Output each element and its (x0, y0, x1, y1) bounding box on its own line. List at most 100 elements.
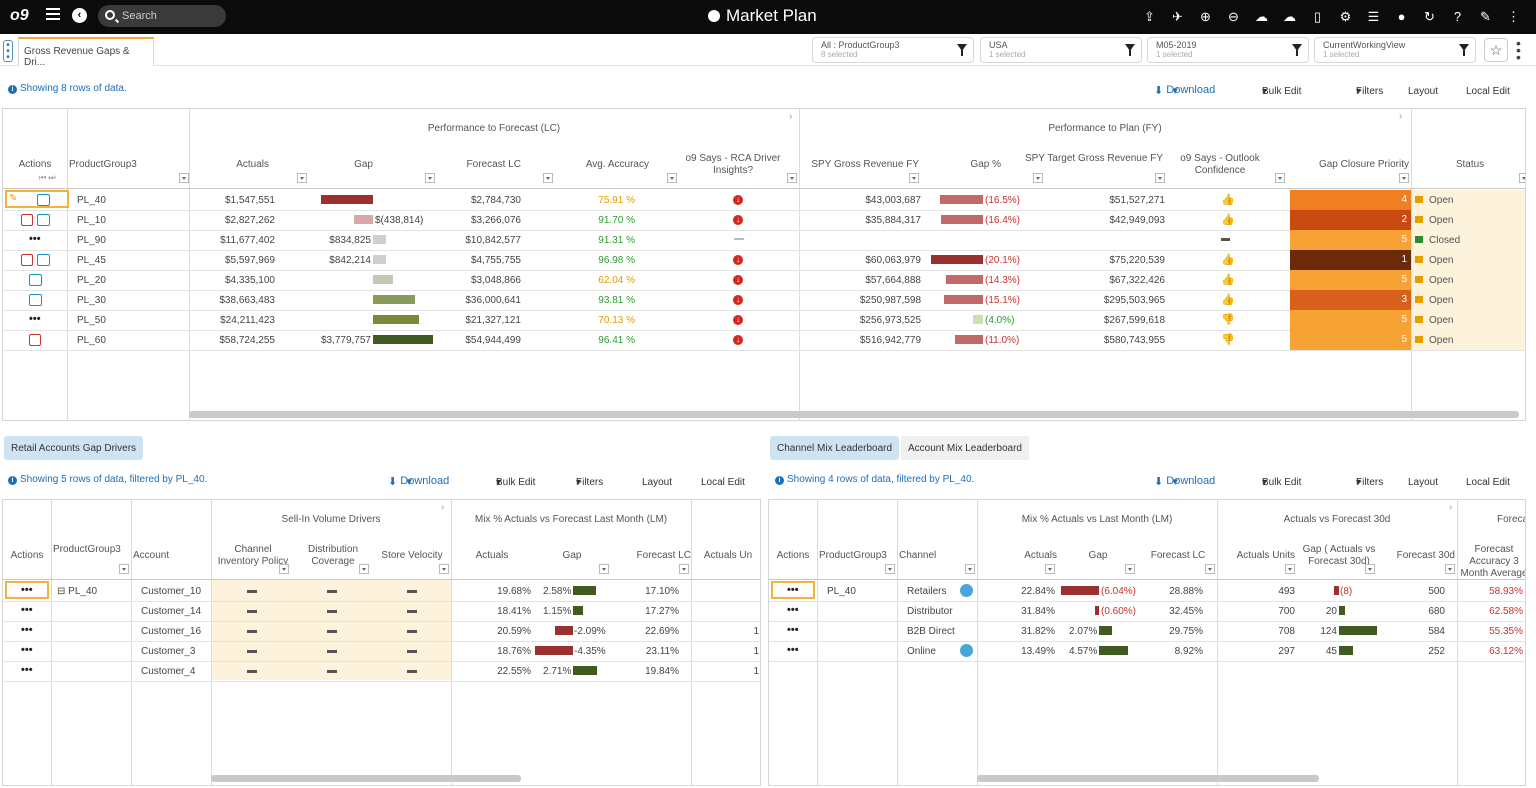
row-account[interactable]: Customer_14 (141, 606, 202, 617)
more-actions-icon[interactable]: ••• (787, 584, 799, 596)
cloud-download-icon[interactable]: ☁ (1283, 9, 1296, 24)
back-icon[interactable]: ‹ (72, 8, 87, 23)
column-filter-dropdown[interactable] (1205, 564, 1215, 574)
row-channel[interactable]: Retailers (907, 586, 947, 597)
row-status[interactable]: Open (1429, 315, 1454, 326)
row-status[interactable]: Open (1429, 295, 1454, 306)
filter-month[interactable]: M05-2019 1 selected (1147, 37, 1309, 63)
row-productgroup[interactable]: PL_45 (77, 255, 106, 266)
row-status[interactable]: Closed (1429, 235, 1461, 246)
local-edit-button[interactable]: Local Edit (1466, 477, 1510, 488)
column-filter-dropdown[interactable] (667, 173, 677, 183)
pdf-icon[interactable]: ▯ (1313, 9, 1322, 24)
bulk-edit-button[interactable]: Bulk Edit ▾ (496, 477, 536, 488)
row-channel[interactable]: Online (907, 646, 936, 657)
more-actions-icon[interactable]: ••• (21, 584, 33, 596)
selected-row-highlight[interactable] (5, 581, 49, 599)
row-account[interactable]: Customer_16 (141, 626, 202, 637)
row-productgroup[interactable]: PL_90 (77, 235, 106, 246)
alert-icon[interactable]: ↓ (733, 195, 743, 205)
column-filter-dropdown[interactable] (1365, 564, 1375, 574)
favorite-star-icon[interactable]: ☆ (1484, 38, 1508, 62)
bulk-edit-button[interactable]: Bulk Edit ▾ (1262, 86, 1302, 97)
row-productgroup[interactable]: PL_40 (77, 195, 106, 206)
column-filter-dropdown[interactable] (1445, 564, 1455, 574)
column-filter-dropdown[interactable] (885, 564, 895, 574)
collapse-arrow-icon[interactable]: › (789, 111, 793, 122)
refresh-icon[interactable]: ↻ (1424, 9, 1435, 24)
row-productgroup[interactable]: ⊟ PL_40 (57, 586, 98, 597)
tab-menu-icon[interactable]: • • • (3, 40, 13, 63)
comment-icon[interactable] (37, 254, 50, 266)
row-account[interactable]: Customer_3 (141, 646, 196, 657)
column-filter-dropdown[interactable] (119, 564, 129, 574)
comment-icon[interactable]: ● (1397, 9, 1406, 24)
collapse-arrow-icon[interactable]: › (1399, 111, 1403, 122)
row-productgroup[interactable]: PL_10 (77, 215, 106, 226)
tag-icon[interactable]: ✎ (9, 193, 18, 204)
search-input[interactable]: Search (98, 5, 226, 27)
column-filter-dropdown[interactable] (909, 173, 919, 183)
more-actions-icon[interactable]: ••• (29, 313, 41, 325)
minus-circle-icon[interactable]: ⊖ (1228, 9, 1239, 24)
column-filter-dropdown[interactable] (179, 173, 189, 183)
calendar-icon[interactable] (29, 334, 41, 346)
row-productgroup[interactable]: PL_40 (827, 586, 856, 597)
horizontal-scrollbar[interactable] (977, 775, 1319, 782)
download-button[interactable]: ⬇ Download ▾ (1154, 84, 1216, 97)
column-filter-dropdown[interactable] (359, 564, 369, 574)
more-options-icon[interactable]: • • • (1516, 35, 1521, 65)
row-productgroup[interactable]: PL_50 (77, 315, 106, 326)
column-filter-dropdown[interactable] (1125, 564, 1135, 574)
column-filter-dropdown[interactable] (1285, 564, 1295, 574)
more-actions-icon[interactable]: ••• (29, 233, 41, 245)
column-filter-dropdown[interactable] (1155, 173, 1165, 183)
comment-icon[interactable] (29, 274, 42, 286)
bulk-edit-button[interactable]: Bulk Edit ▾ (1262, 477, 1302, 488)
column-filter-dropdown[interactable] (1399, 173, 1409, 183)
row-productgroup[interactable]: PL_20 (77, 275, 106, 286)
horizontal-scrollbar[interactable] (189, 411, 1519, 418)
layout-button[interactable]: Layout (1408, 477, 1439, 488)
edit-icon[interactable]: ✎ (1480, 9, 1491, 24)
row-channel[interactable]: B2B Direct (907, 626, 955, 637)
alert-icon[interactable]: ↓ (733, 335, 743, 345)
layout-button[interactable]: Layout (1408, 86, 1439, 97)
row-status[interactable]: Open (1429, 215, 1454, 226)
filters-button[interactable]: Filters ▾ (1356, 86, 1384, 97)
more-actions-icon[interactable]: ••• (21, 604, 33, 616)
share-icon[interactable]: ⇪ (1144, 9, 1155, 24)
local-edit-button[interactable]: Local Edit (701, 477, 745, 488)
comment-icon[interactable] (37, 194, 50, 206)
cloud-upload-icon[interactable]: ☁ (1255, 9, 1268, 24)
more-actions-icon[interactable]: ••• (787, 604, 799, 616)
tab-channel-mix-leaderboard[interactable]: Channel Mix Leaderboard (770, 436, 900, 460)
column-filter-dropdown[interactable] (297, 173, 307, 183)
help-icon[interactable]: ? (1453, 9, 1462, 24)
calendar-icon[interactable] (21, 214, 33, 226)
column-filter-dropdown[interactable] (279, 564, 289, 574)
tab-gross-revenue[interactable]: Gross Revenue Gaps & Dri... (18, 37, 154, 68)
selected-row-highlight[interactable] (771, 581, 815, 599)
column-filter-dropdown[interactable] (787, 173, 797, 183)
row-status[interactable]: Open (1429, 335, 1454, 346)
tab-account-mix-leaderboard[interactable]: Account Mix Leaderboard (901, 436, 1029, 460)
row-productgroup[interactable]: PL_30 (77, 295, 106, 306)
send-icon[interactable]: ✈ (1172, 9, 1183, 24)
row-productgroup[interactable]: PL_60 (77, 335, 106, 346)
more-actions-icon[interactable]: ••• (21, 664, 33, 676)
more-actions-icon[interactable]: ••• (787, 624, 799, 636)
filters-button[interactable]: Filters ▾ (576, 477, 604, 488)
horizontal-scrollbar[interactable] (211, 775, 521, 782)
row-status[interactable]: Open (1429, 275, 1454, 286)
column-filter-dropdown[interactable] (1519, 173, 1525, 183)
comment-icon[interactable] (37, 214, 50, 226)
layout-icon[interactable]: ☰ (1367, 9, 1380, 24)
column-filter-dropdown[interactable] (1045, 564, 1055, 574)
alert-icon[interactable]: ↓ (733, 275, 743, 285)
alert-icon[interactable]: ↓ (733, 215, 743, 225)
download-button[interactable]: ⬇ Download ▾ (388, 475, 450, 488)
column-filter-dropdown[interactable] (425, 173, 435, 183)
download-button[interactable]: ⬇ Download ▾ (1154, 475, 1216, 488)
calendar-icon[interactable] (21, 254, 33, 266)
